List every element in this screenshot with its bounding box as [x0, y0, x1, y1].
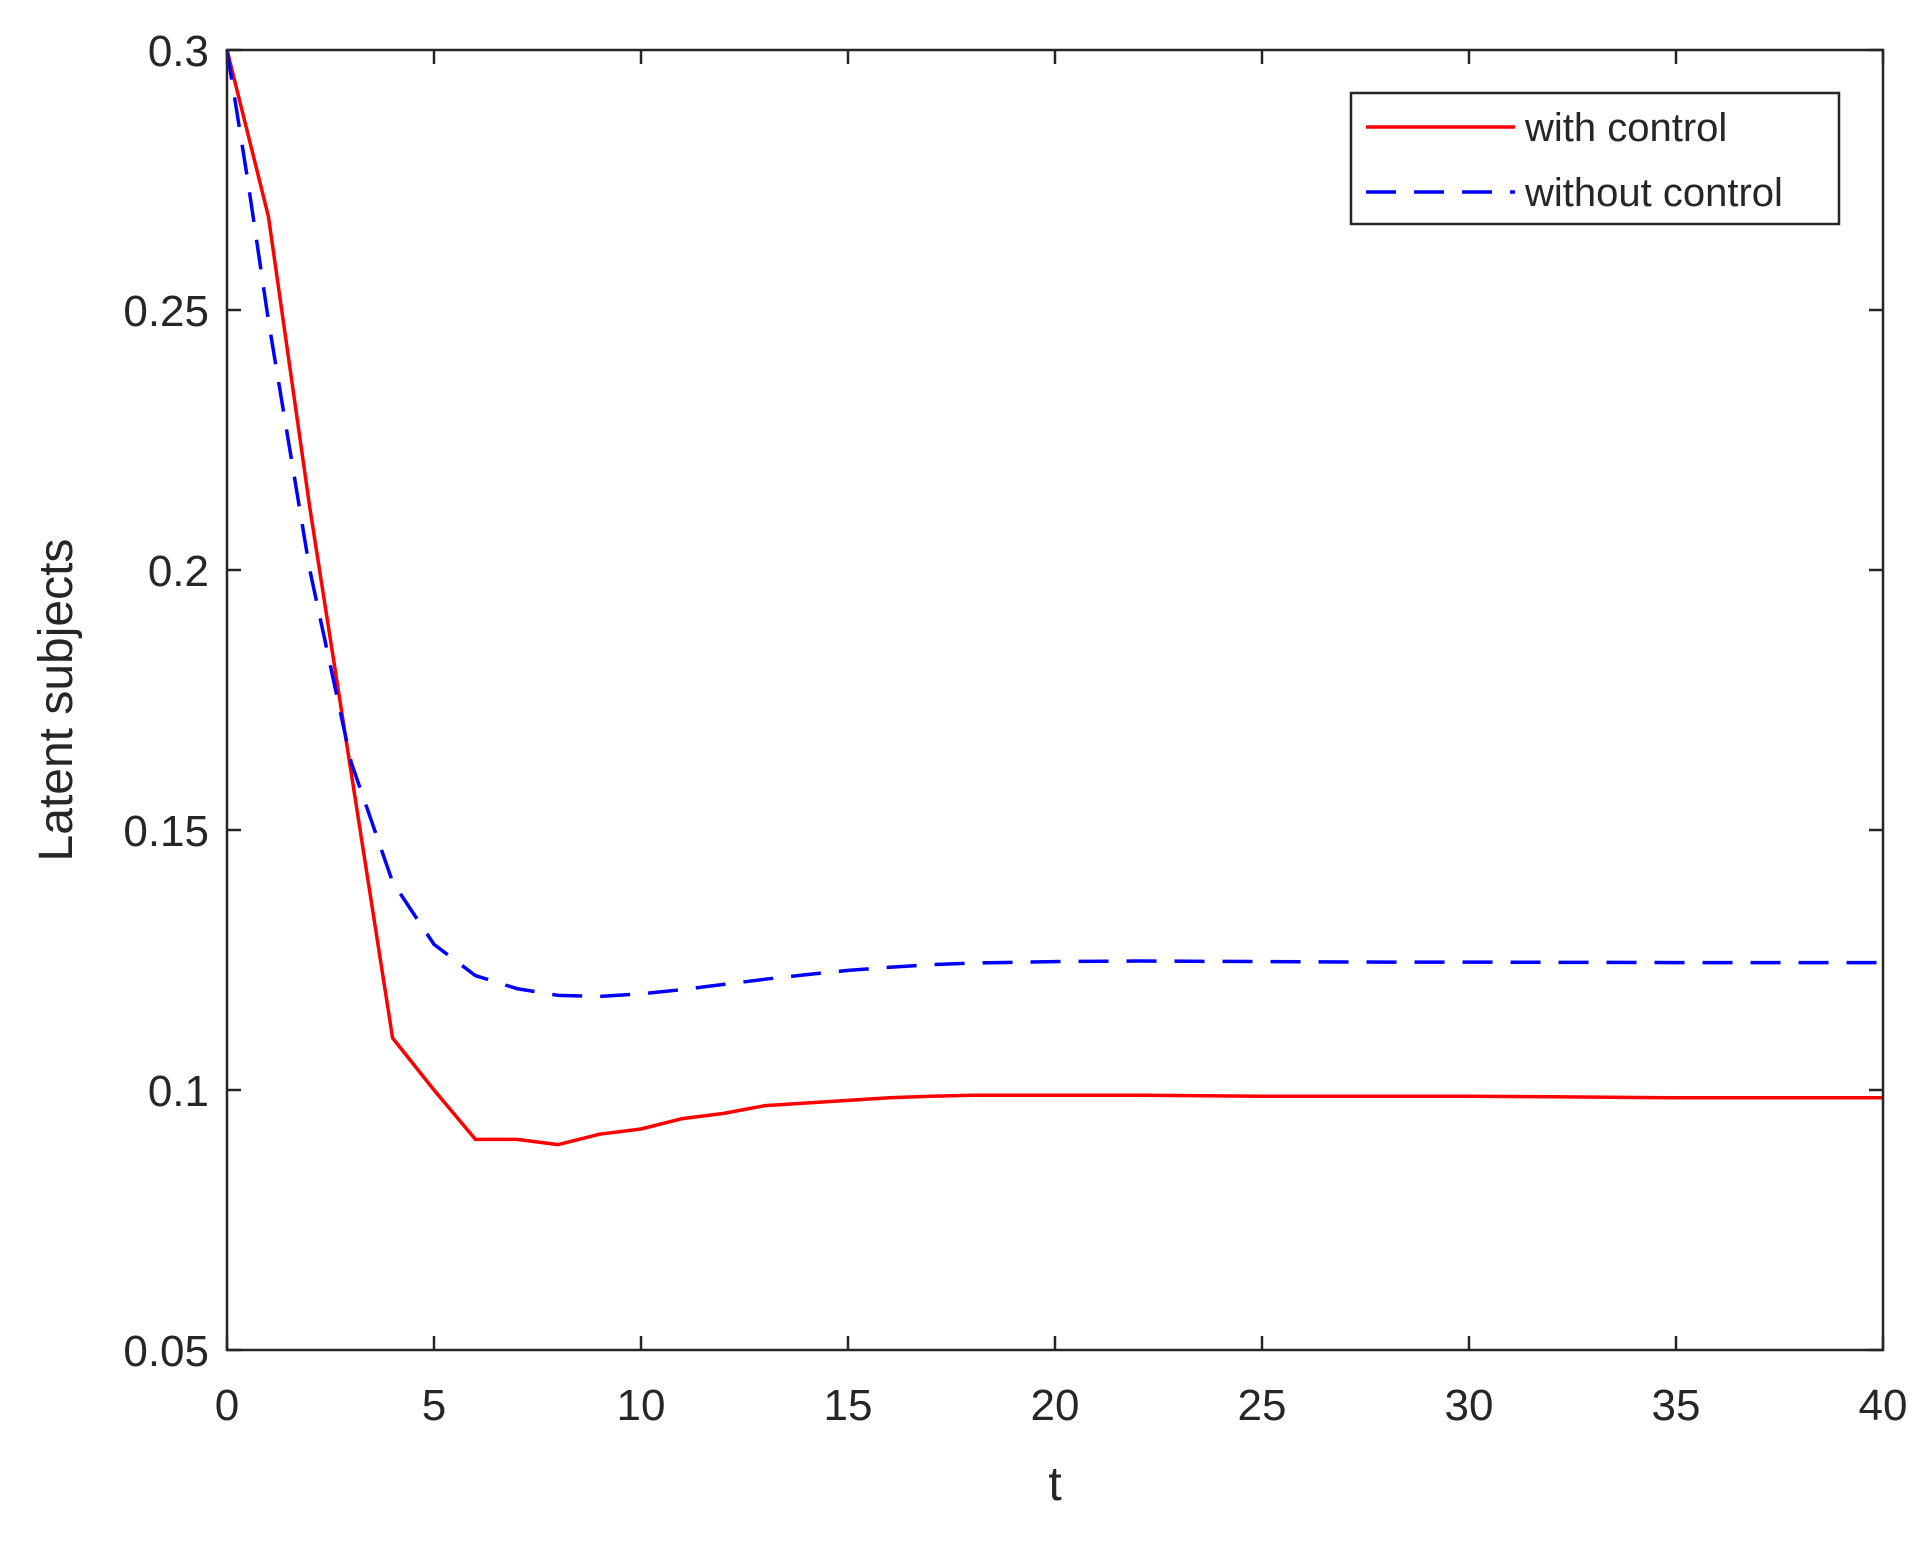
- x-tick-label: 30: [1445, 1381, 1494, 1430]
- series-line-without-control: [225, 49, 1883, 999]
- x-tick-label: 10: [617, 1381, 666, 1430]
- x-tick-label: 0: [215, 1381, 239, 1430]
- x-tick-label: 15: [824, 1381, 873, 1430]
- y-tick-label: 0.1: [148, 1067, 209, 1116]
- axes-box: [225, 48, 1885, 1352]
- x-tick-label: 40: [1859, 1381, 1908, 1430]
- x-tick-label: 25: [1238, 1381, 1287, 1430]
- y-tick-labels: 0.05 0.1 0.15 0.2 0.25 0.3: [123, 27, 209, 1376]
- y-tick-label: 0.3: [148, 27, 209, 76]
- y-tick-label: 0.05: [123, 1327, 209, 1376]
- y-axis-label: Latent subjects: [30, 539, 83, 862]
- series-line-with-control: [225, 49, 1883, 1147]
- legend-label-without-control: without control: [1524, 171, 1783, 215]
- y-tick-label: 0.25: [123, 287, 209, 336]
- axes-background: [227, 50, 1883, 1350]
- legend-box: [1349, 91, 1841, 226]
- series-layer: [225, 49, 1883, 1147]
- x-axis-label: t: [1048, 1458, 1061, 1511]
- legend-label-with-control: with control: [1524, 106, 1727, 150]
- y-tick-label: 0.15: [123, 807, 209, 856]
- legend: with control without control: [1349, 91, 1841, 226]
- x-tick-label: 5: [422, 1381, 446, 1430]
- x-tick-label: 20: [1031, 1381, 1080, 1430]
- x-tick-label: 35: [1652, 1381, 1701, 1430]
- x-tick-labels: 0 5 10 15 20 25 30 35 40: [215, 1381, 1908, 1430]
- plot-area: [225, 48, 1885, 1352]
- y-tick-label: 0.2: [148, 547, 209, 596]
